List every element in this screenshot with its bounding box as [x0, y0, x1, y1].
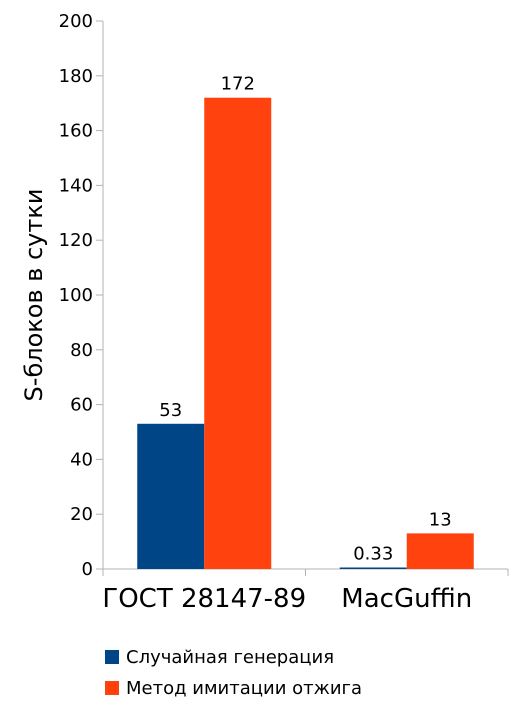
x-tick-label: ГОСТ 28147-89	[102, 584, 306, 614]
y-tick-label: 200	[59, 11, 93, 32]
x-tick-label: MacGuffin	[341, 584, 472, 614]
legend-swatch	[105, 650, 119, 664]
y-tick-label: 120	[59, 230, 93, 251]
y-tick-label: 160	[59, 121, 93, 142]
axes: 0 20 40 60 80 100 120 140 160 180 200	[59, 11, 509, 580]
y-tick-label: 20	[70, 504, 93, 525]
bar	[204, 97, 272, 569]
labels: 53 172 ГОСТ 28147-89 0.33 13 MacGuffin	[102, 74, 472, 614]
data-label: 53	[159, 400, 182, 421]
bar	[137, 423, 205, 569]
y-tick-label: 100	[59, 285, 93, 306]
legend-label: Метод имитации отжига	[126, 678, 362, 699]
data-label: 0.33	[353, 544, 393, 565]
y-tick-label: 40	[70, 449, 93, 470]
y-axis-title: S-блоков в сутки	[20, 189, 48, 402]
bars	[137, 97, 474, 569]
legend: Случайная генерация Метод имитации отжига	[105, 647, 362, 699]
legend-swatch	[105, 681, 119, 695]
y-tick-label: 80	[70, 340, 93, 361]
y-tick-label: 180	[59, 66, 93, 87]
bar	[339, 567, 407, 569]
y-tick-label: 140	[59, 175, 93, 196]
bar	[406, 533, 474, 569]
legend-label: Случайная генерация	[126, 647, 334, 668]
y-tick-label: 0	[82, 559, 93, 580]
y-tick-label: 60	[70, 395, 93, 416]
data-label: 13	[429, 509, 452, 530]
data-label: 172	[221, 74, 255, 95]
